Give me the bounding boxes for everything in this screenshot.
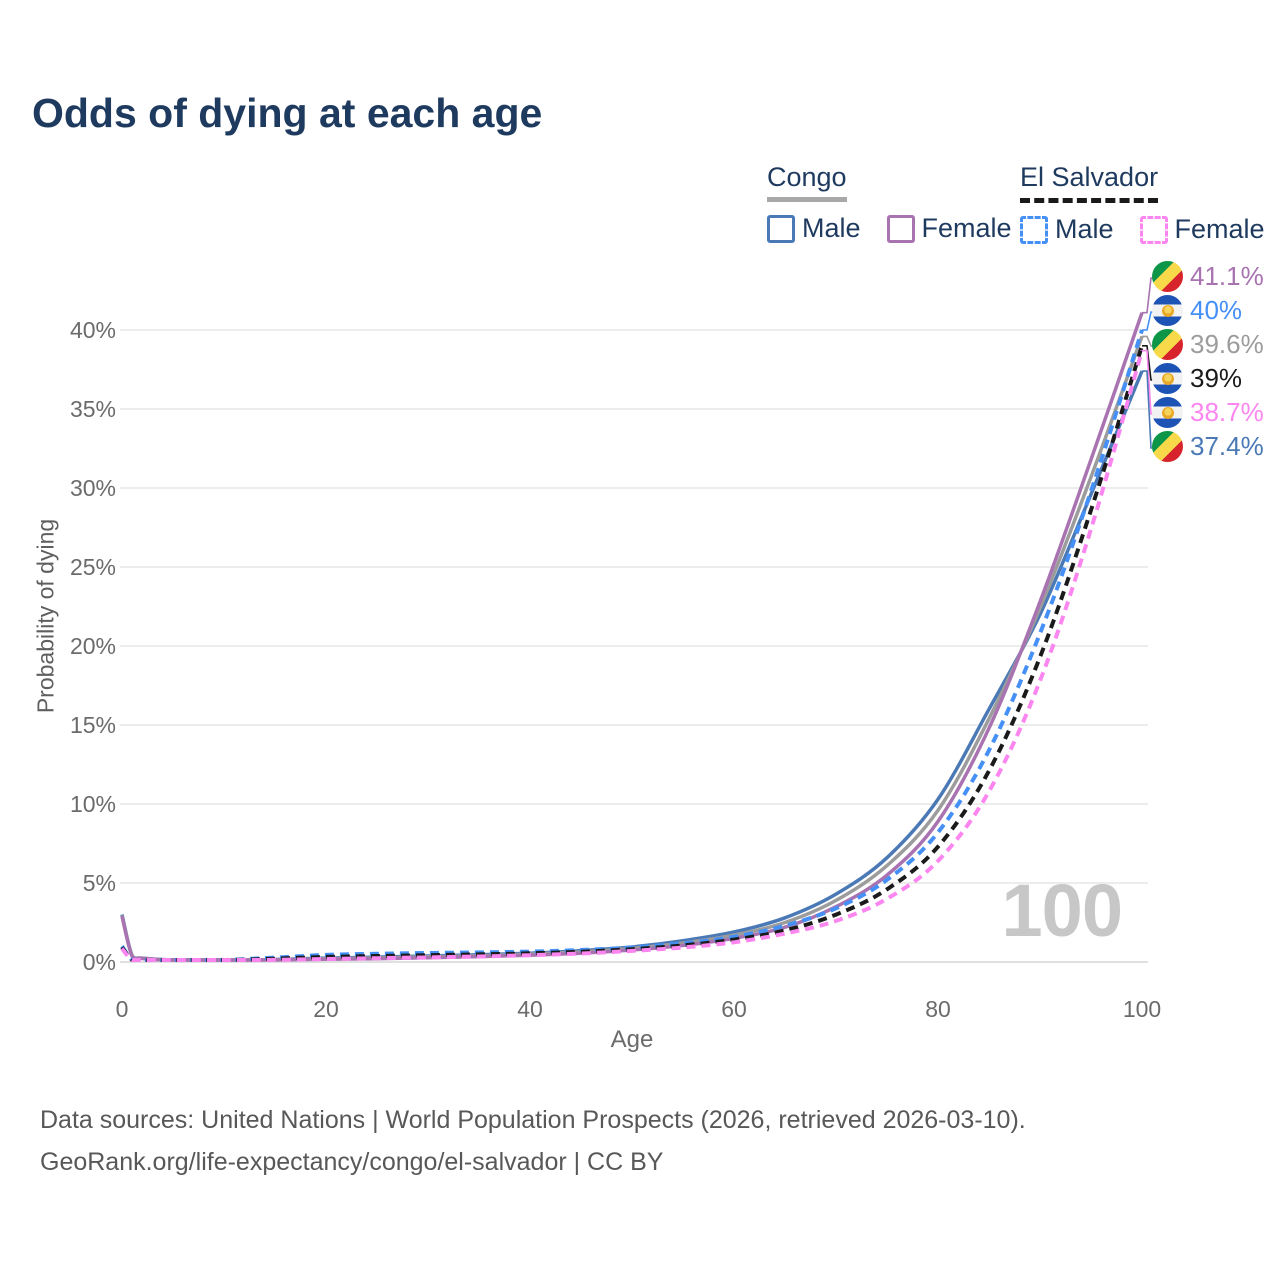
ytick-35: 35% <box>69 396 116 423</box>
y-axis-title: Probability of dying <box>32 518 59 714</box>
line-congo-both <box>120 335 1144 962</box>
xtick-20: 20 <box>313 996 339 1022</box>
end-label-value-elsalvador-female: 38.7% <box>1190 397 1264 427</box>
line-elsalvador-both <box>120 345 1144 962</box>
legend-el-salvador-female-label: Female <box>1174 214 1265 244</box>
end-label-value-elsalvador-both: 39% <box>1190 363 1243 393</box>
end-label-elsalvador-female: 38.7% <box>1152 397 1264 428</box>
legend-congo-male-label: Male <box>802 213 861 243</box>
legend-country-congo: Congo <box>767 162 847 202</box>
line-elsalvador-male <box>120 329 1144 962</box>
legend-country-congo-label: Congo <box>767 162 847 192</box>
age-watermark: 100 <box>1001 869 1123 952</box>
xtick-40: 40 <box>517 996 543 1022</box>
xtick-80: 80 <box>925 996 951 1022</box>
congo-flag-icon <box>1152 329 1183 360</box>
attribution-link[interactable]: GeoRank.org/life-expectancy/congo/el-sal… <box>40 1148 664 1176</box>
line-elsalvador-female <box>120 350 1144 962</box>
ytick-30: 30% <box>69 475 116 502</box>
congo-flag-icon <box>1152 431 1183 462</box>
ytick-15: 15% <box>69 712 116 738</box>
x-axis-title: Age <box>610 1026 654 1053</box>
ytick-20: 20% <box>69 633 116 660</box>
legend-el-salvador-male-label: Male <box>1055 214 1114 244</box>
xtick-60: 60 <box>721 996 747 1022</box>
ytick-25: 25% <box>69 554 116 581</box>
el-salvador-flag-icon <box>1152 363 1183 394</box>
xtick-100: 100 <box>1122 996 1162 1022</box>
el-salvador-female-swatch-icon <box>1139 215 1168 244</box>
el-salvador-flag-icon <box>1152 397 1183 428</box>
line-congo-male <box>120 370 1144 962</box>
ytick-40: 40% <box>69 317 116 344</box>
el-salvador-emblem-icon <box>1161 372 1174 385</box>
el-salvador-male-swatch-icon <box>1020 215 1048 244</box>
legend-group-congo: Congo Male Female <box>767 162 1012 244</box>
end-label-value-congo-male: 37.4% <box>1190 431 1264 461</box>
congo-solid-line-key <box>767 197 847 202</box>
legend-congo-female[interactable]: Female <box>886 213 1012 244</box>
congo-male-swatch-icon <box>767 214 795 243</box>
el-salvador-emblem-icon <box>1161 304 1174 317</box>
end-label-congo-both: 39.6% <box>1152 329 1264 360</box>
legend-country-el-salvador-label: El Salvador <box>1020 162 1159 192</box>
congo-female-swatch-icon <box>886 214 915 243</box>
congo-flag-icon <box>1152 261 1183 292</box>
page-title: Odds of dying at each age <box>32 90 543 136</box>
end-label-congo-female: 41.1% <box>1152 261 1264 292</box>
legend-country-el-salvador: El Salvador <box>1020 162 1159 203</box>
el-salvador-emblem-icon <box>1161 406 1174 419</box>
end-label-congo-male: 37.4% <box>1152 431 1264 462</box>
end-label-value-elsalvador-male: 40% <box>1190 295 1243 325</box>
el-salvador-dashed-line-key <box>1020 198 1159 203</box>
xtick-0: 0 <box>115 996 129 1022</box>
ytick-0: 0% <box>82 949 116 975</box>
end-label-value-congo-both: 39.6% <box>1190 329 1264 359</box>
ytick-5: 5% <box>82 870 116 896</box>
el-salvador-flag-icon <box>1152 295 1183 326</box>
legend-group-el-salvador: El Salvador Male Female <box>1020 162 1265 245</box>
end-label-value-congo-female: 41.1% <box>1190 261 1264 291</box>
ytick-10: 10% <box>69 791 116 817</box>
legend-congo-female-label: Female <box>921 213 1012 243</box>
data-sources-text: Data sources: United Nations | World Pop… <box>40 1106 1026 1134</box>
end-label-elsalvador-male: 40% <box>1152 295 1242 326</box>
legend-el-salvador-female[interactable]: Female <box>1139 214 1265 245</box>
end-label-elsalvador-both: 39% <box>1152 363 1242 394</box>
legend-el-salvador-male[interactable]: Male <box>1020 214 1114 245</box>
legend-congo-male[interactable]: Male <box>767 213 861 244</box>
